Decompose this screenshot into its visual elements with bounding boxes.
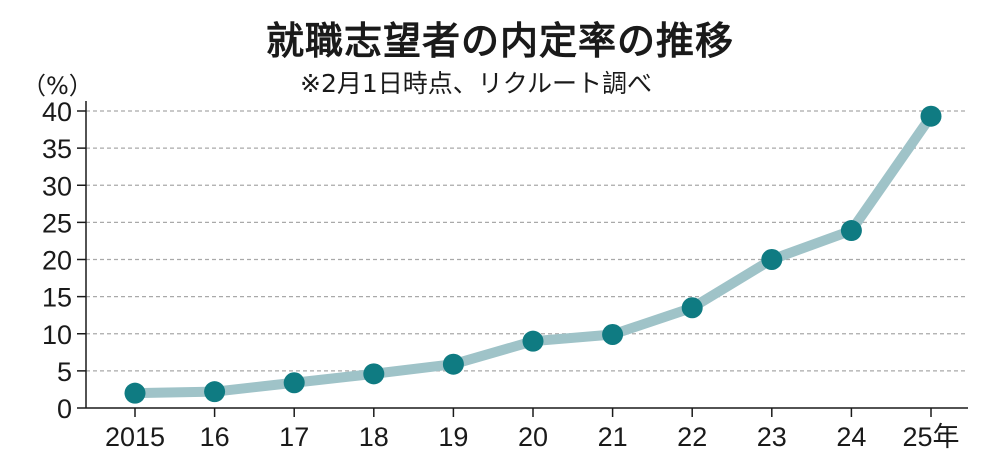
data-point — [602, 323, 624, 345]
y-tick-label: 35 — [42, 134, 72, 164]
data-point — [840, 220, 862, 242]
data-point — [124, 382, 146, 404]
x-tick-label: 23 — [757, 422, 787, 452]
data-point — [522, 330, 544, 352]
y-tick-label: 0 — [57, 394, 72, 424]
series-group — [124, 105, 942, 404]
y-tick-label: 15 — [42, 283, 72, 313]
data-point — [761, 249, 783, 270]
axes — [85, 101, 968, 409]
y-tick-label: 40 — [42, 97, 72, 127]
gridlines — [86, 110, 968, 372]
data-point — [283, 372, 305, 394]
x-tick-label: 18 — [359, 422, 389, 452]
y-tick-label: 25 — [42, 208, 72, 238]
data-point — [681, 297, 703, 319]
x-tick-label: 19 — [438, 422, 468, 452]
x-tick-label: 22 — [677, 422, 707, 452]
x-tick-label: 2015 — [105, 422, 165, 452]
x-tick-label: 25年 — [902, 422, 959, 452]
data-point — [442, 353, 464, 375]
y-tick-label: 20 — [42, 246, 72, 276]
x-tick-label: 17 — [279, 422, 309, 452]
x-axis-ticks: 2015 16 17 18 19 20 21 22 23 24 25年 — [105, 408, 960, 452]
data-point — [920, 105, 942, 127]
chart-subtitle: ※2月1日時点、リクルート調べ — [300, 69, 653, 98]
data-point — [363, 363, 385, 385]
y-axis-unit: （%） — [22, 72, 93, 100]
y-tick-label: 10 — [42, 320, 72, 350]
y-tick-label: 5 — [57, 357, 72, 387]
y-tick-label: 30 — [42, 171, 72, 201]
x-tick-label: 21 — [598, 422, 628, 452]
x-tick-label: 24 — [836, 422, 866, 452]
chart-title: 就職志望者の内定率の推移 — [265, 19, 734, 63]
data-point — [204, 381, 226, 403]
y-axis-ticks: 0 5 10 15 20 25 30 35 40 — [42, 97, 86, 424]
x-tick-label: 20 — [518, 422, 548, 452]
x-tick-label: 16 — [200, 422, 230, 452]
